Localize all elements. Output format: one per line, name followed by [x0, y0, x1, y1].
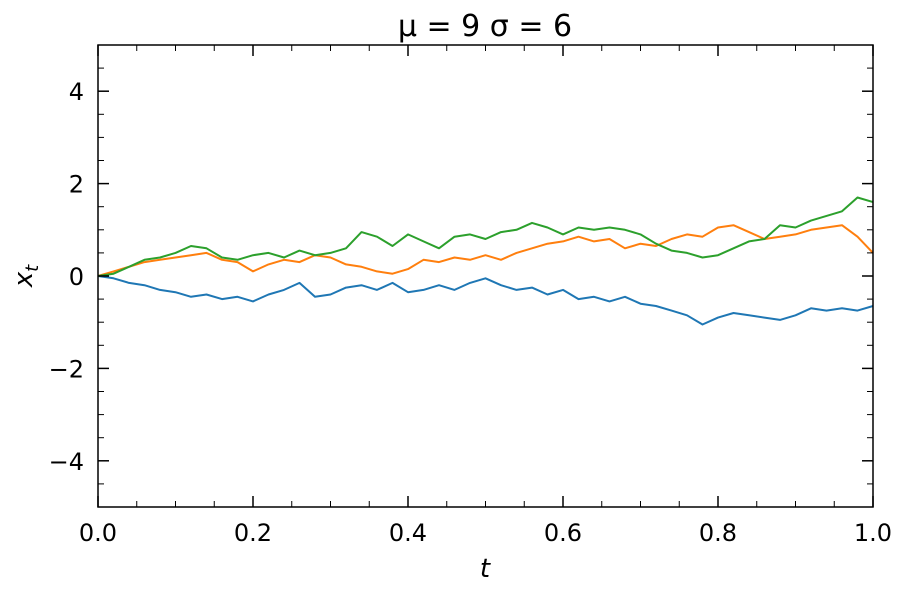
x-tick-label: 1.0 — [854, 519, 892, 547]
x-axis-label: t — [480, 554, 491, 584]
y-tick-label: 2 — [69, 171, 84, 199]
x-tick-label: 0.8 — [699, 519, 737, 547]
series-line-3 — [97, 196, 874, 277]
chart-title: μ = 9 σ = 6 — [398, 9, 572, 44]
y-tick-label: −2 — [49, 355, 84, 383]
y-tick-label: −4 — [49, 448, 84, 476]
x-tick-label: 0.6 — [544, 519, 582, 547]
series-line-2 — [97, 224, 874, 277]
x-tick-label: 0.4 — [389, 519, 427, 547]
series-line-1 — [97, 275, 874, 326]
x-tick-label: 0.0 — [79, 519, 117, 547]
plot-area — [97, 196, 874, 326]
y-tick-label: 4 — [69, 78, 84, 106]
axis-ticks: 0.0 0.2 0.4 0.6 0.8 1.0 −4 −2 0 2 4 — [49, 44, 892, 547]
y-tick-label: 0 — [69, 263, 84, 291]
x-tick-label: 0.2 — [234, 519, 272, 547]
y-axis-label: xt — [9, 264, 43, 288]
plot-frame — [97, 44, 874, 508]
